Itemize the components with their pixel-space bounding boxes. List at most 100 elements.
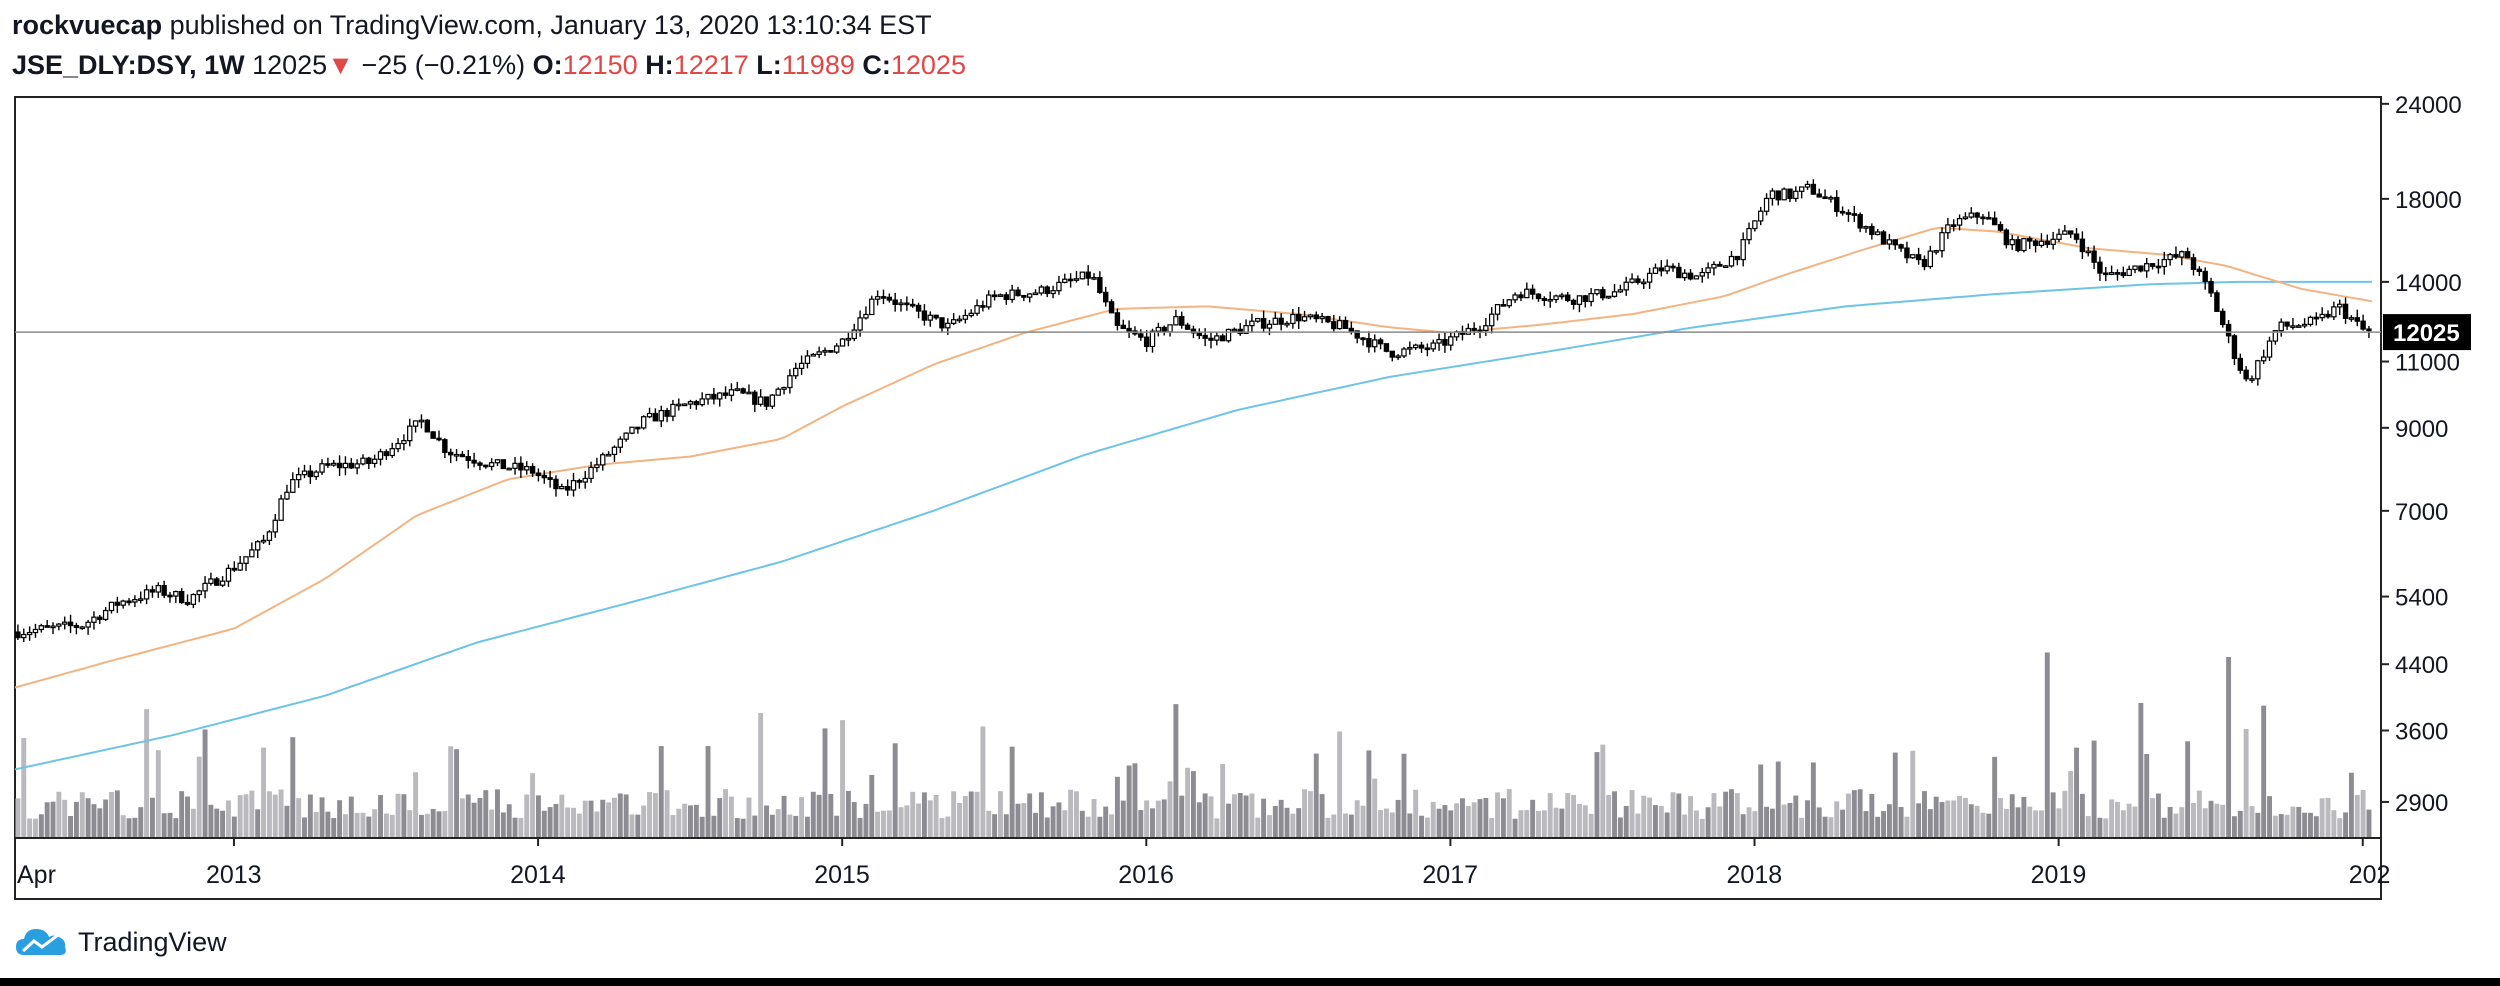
candle-body [1436,338,1442,344]
volume-bar [1764,806,1770,837]
volume-bar [2325,797,2331,837]
volume-bar [1144,800,1150,837]
candle-body [1880,231,1887,245]
volume-bar [1916,803,1922,837]
candle-body [1500,304,1507,307]
candle-body [1699,271,1705,277]
volume-bar [167,812,173,837]
volume-bar [91,804,97,837]
volume-bar [2284,814,2290,837]
price-axis[interactable]: 2900 3600 4400 5400 7000 9000 11000 14000 18000 2… [2381,92,2462,817]
volume-bar [1922,791,1927,837]
candle-body [2132,265,2138,271]
volume-bar [992,814,998,837]
candle-body [845,337,852,341]
candle-body [1044,286,1050,295]
volume-bar [1389,812,1395,837]
candle-body [67,621,74,627]
volume-bar [1781,804,1787,837]
candle-body [132,598,138,603]
volume-bar [2161,817,2167,837]
volume-bar [1185,767,1191,837]
volume-bar [845,790,851,837]
volume-bar [1442,805,1448,837]
volume-bar [1237,793,1243,837]
candle-body [1904,247,1910,259]
volume-bar [810,791,816,837]
candle-body [869,298,875,316]
candle-body [588,466,594,480]
candle-body [1179,316,1185,326]
volume-bar [2331,810,2337,837]
volume-bar [2313,816,2319,837]
candle-body [2079,238,2086,253]
high-label: H: [645,50,674,80]
candle-body [1594,289,1600,295]
candle-body [1705,267,1711,274]
candle-body [828,349,834,353]
volume-bar [348,796,354,837]
candle-body [547,477,553,480]
candle-body [1296,313,1302,322]
volume-bar [1986,813,1992,837]
ma-fast-line [14,226,2373,689]
volume-bar [2220,804,2226,837]
candle-body [880,296,887,299]
candle-body [2097,261,2103,274]
candle-body [1155,326,1162,332]
volume-bar [2302,812,2308,837]
candle-body [804,355,811,364]
author-name[interactable]: rockvuecap [12,10,163,40]
volume-bar [430,808,436,837]
volume-bar [1190,771,1196,837]
candle-body [921,310,928,321]
volume-bar [2056,808,2062,837]
candle-body [2190,257,2197,270]
candle-body [389,448,395,457]
candle-body [1722,265,1729,269]
bottom-border [0,978,2500,986]
volume-bar [1653,805,1658,837]
candle-body [260,539,267,543]
volume-bar [389,814,395,837]
candle-body [366,457,372,465]
down-arrow-icon: ▼ [327,50,354,80]
candle-body [2284,321,2290,327]
candle-body [1839,210,1846,214]
volume-bar [530,773,536,837]
volume-bar [1354,800,1360,837]
candle-body [775,388,781,396]
volume-bar [939,818,945,837]
candle-body [249,549,255,558]
candle-body [1021,294,1027,298]
volume-bar [1600,744,1606,837]
time-axis[interactable]: Apr 2013 2014 2015 2016 2017 2018 2019 202 [14,838,2390,889]
candle-body [2138,265,2144,272]
volume-bar [436,811,442,837]
volume-bar [1313,753,1319,837]
tradingview-logo[interactable]: TradingView [14,922,227,962]
candle-body [2231,335,2238,360]
candle-body [1898,244,1904,249]
candle-body [447,451,454,456]
price-axis-label: 18000 [2395,187,2462,214]
candle-body [2237,357,2243,371]
volume-bar [407,810,413,837]
candle-body [173,590,179,597]
candle-body [155,584,161,593]
volume-bar [1951,800,1957,837]
candle-body [535,472,542,477]
candle-body [477,462,483,466]
volume-bar [951,791,957,837]
volume-bar [676,808,682,837]
volume-bar [1617,817,1623,837]
candle-body [676,403,682,407]
volume-bar [2366,809,2372,837]
volume-bar [898,807,904,837]
volume-bar [957,802,962,837]
candle-body [114,601,121,606]
candle-body [202,582,208,592]
candle-body [1225,328,1232,342]
candle-body [1746,227,1752,241]
